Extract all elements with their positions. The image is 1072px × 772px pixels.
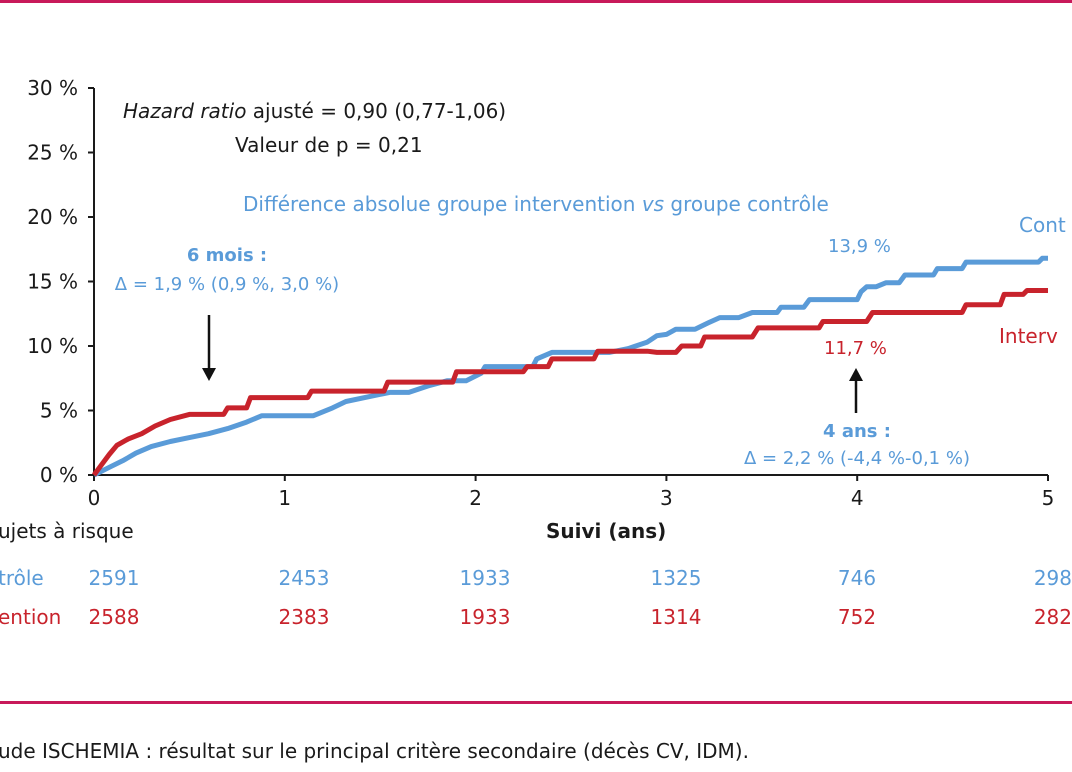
hazard-ratio-label: Hazard ratio — [123, 99, 247, 123]
risk-table-cell: 752 — [837, 605, 877, 629]
legend-intervention: Interv — [999, 324, 1058, 348]
four-years-title: 4 ans : — [823, 421, 891, 442]
control-end-value: 13,9 % — [828, 236, 891, 257]
difference-title-part1: Différence absolue groupe intervention — [243, 192, 642, 216]
x-tick-label: 0 — [88, 486, 101, 510]
difference-title-part2: groupe contrôle — [664, 192, 829, 216]
x-tick-label: 4 — [851, 486, 864, 510]
bottom-rule — [0, 701, 1072, 704]
x-tick-label: 5 — [1042, 486, 1055, 510]
y-tick-label: 0 % — [40, 463, 78, 487]
control-line — [92, 255, 1048, 478]
y-tick-label: 10 % — [27, 334, 78, 358]
difference-title: Différence absolue groupe intervention v… — [243, 192, 829, 216]
x-tick-label: 1 — [278, 486, 291, 510]
y-tick-label: 5 % — [40, 399, 78, 423]
risk-table-cell: 1314 — [650, 605, 702, 629]
four-years-annotation: 4 ans : Δ = 2,2 % (-4,4 %-0,1 %) — [732, 418, 982, 472]
risk-table-cell: 746 — [837, 566, 877, 590]
chart: 0 % 5 % 10 % 15 % 20 % 25 % 30 % 0 1 2 3 4 5 — [27, 76, 1055, 510]
top-rule — [0, 0, 1072, 3]
arrow-6-months — [202, 315, 216, 381]
risk-table-cell: 1325 — [650, 566, 702, 590]
y-tick-label: 20 % — [27, 205, 78, 229]
risk-row-label-intervention: ention — [0, 605, 62, 629]
risk-table-cell: 2383 — [278, 605, 330, 629]
risk-table-cell: 1933 — [459, 605, 511, 629]
y-tick-label: 25 % — [27, 141, 78, 165]
risk-table-cell: 282 — [1033, 605, 1072, 629]
series-lines — [91, 255, 1048, 478]
risk-table-cell: 2591 — [88, 566, 140, 590]
arrow-4-years — [849, 368, 863, 413]
y-ticks: 0 % 5 % 10 % 15 % 20 % 25 % 30 % — [27, 76, 94, 487]
six-months-delta: Δ = 1,9 % (0,9 %, 3,0 %) — [114, 274, 340, 295]
risk-table-title: ujets à risque — [0, 519, 134, 543]
x-tick-label: 2 — [469, 486, 482, 510]
x-axis-label: Suivi (ans) — [546, 519, 667, 543]
y-tick-label: 15 % — [27, 270, 78, 294]
risk-row-label-control: trôle — [0, 566, 44, 590]
p-value-text: Valeur de p = 0,21 — [235, 133, 423, 157]
y-tick-label: 30 % — [27, 76, 78, 100]
risk-table-cell: 2453 — [278, 566, 330, 590]
x-ticks: 0 1 2 3 4 5 — [88, 475, 1055, 510]
six-months-annotation: 6 mois : Δ = 1,9 % (0,9 %, 3,0 %) — [107, 241, 347, 299]
x-tick-label: 3 — [660, 486, 673, 510]
intervention-line — [91, 288, 1048, 477]
legend-control: Cont — [1019, 213, 1066, 237]
risk-table-cell: 298 — [1033, 566, 1072, 590]
six-months-title: 6 mois : — [186, 245, 268, 266]
four-years-delta: Δ = 2,2 % (-4,4 %-0,1 %) — [744, 448, 970, 469]
intervention-end-value: 11,7 % — [824, 338, 887, 359]
risk-table-cell: 1933 — [459, 566, 511, 590]
figure-caption: ude ISCHEMIA : résultat sur le principal… — [0, 739, 749, 763]
risk-table-cell: 2588 — [88, 605, 140, 629]
hazard-ratio-value: ajusté = 0,90 (0,77-1,06) — [246, 99, 507, 123]
difference-title-vs: vs — [641, 192, 665, 216]
hazard-ratio-text: Hazard ratio ajusté = 0,90 (0,77-1,06) — [123, 99, 506, 123]
